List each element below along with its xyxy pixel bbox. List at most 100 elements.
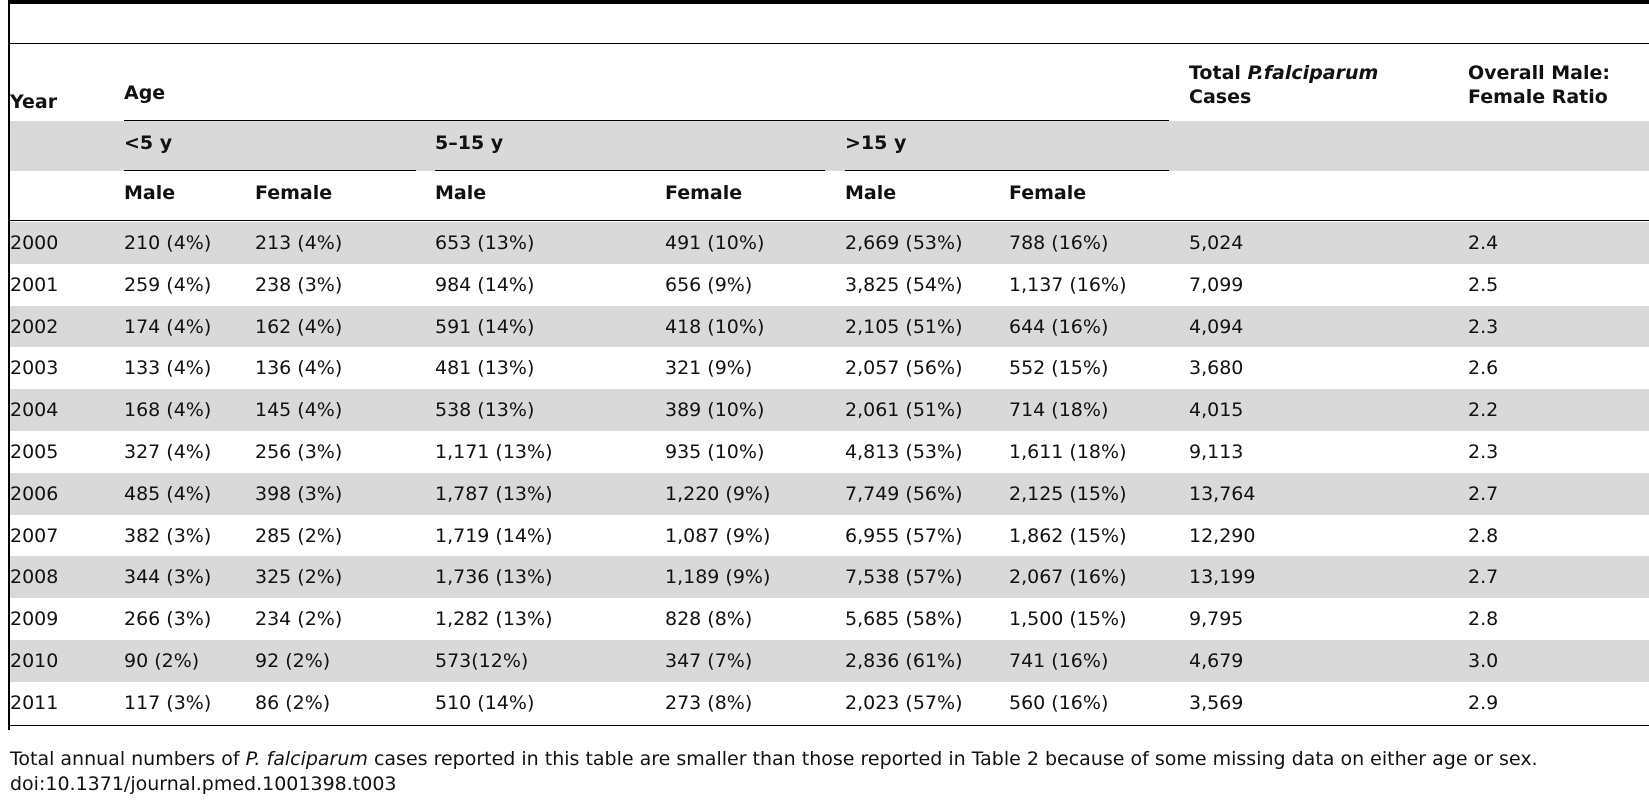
header-sex-male-under5: Male — [124, 182, 176, 204]
cell-male-under5: 174 (4%) — [124, 315, 212, 338]
cell-male-under5: 344 (3%) — [124, 566, 212, 589]
cell-female-over15: 1,611 (18%) — [1009, 441, 1127, 463]
cell-female-5to15: 828 (8%) — [665, 608, 753, 631]
cell-male-over15: 4,813 (53%) — [845, 441, 963, 463]
cell-male-over15: 2,836 (61%) — [845, 650, 963, 672]
cell-female-under5: 238 (3%) — [255, 273, 343, 296]
header-ratio-line2: Female Ratio — [1468, 86, 1608, 108]
footnote-post: cases reported in this table are smaller… — [367, 748, 1538, 770]
cell-male-over15: 2,105 (51%) — [845, 315, 963, 338]
cell-ratio: 2.3 — [1468, 315, 1499, 338]
header-sex-male-5to15: Male — [435, 182, 487, 204]
table-doi: doi:10.1371/journal.pmed.1001398.t003 — [10, 773, 397, 795]
cell-female-under5: 234 (2%) — [255, 608, 343, 631]
cell-female-under5: 213 (4%) — [255, 232, 343, 254]
cell-year: 2010 — [10, 650, 59, 672]
cell-female-5to15: 1,220 (9%) — [665, 482, 771, 505]
age-rule — [124, 120, 1169, 121]
cell-female-under5: 86 (2%) — [255, 691, 331, 714]
cell-female-under5: 398 (3%) — [255, 482, 343, 505]
header-total: Total P.falciparum Cases — [1189, 61, 1378, 109]
cell-male-under5: 485 (4%) — [124, 482, 212, 505]
cell-year: 2009 — [10, 608, 59, 631]
cell-female-over15: 552 (15%) — [1009, 357, 1109, 380]
cell-female-5to15: 418 (10%) — [665, 315, 765, 338]
cell-female-5to15: 273 (8%) — [665, 691, 753, 714]
cell-male-5to15: 984 (14%) — [435, 273, 535, 296]
cell-ratio: 2.2 — [1468, 399, 1499, 422]
header-group-over15: >15 y — [845, 132, 907, 154]
cell-total-cases: 3,680 — [1189, 357, 1244, 380]
header-ratio: Overall Male: Female Ratio — [1468, 61, 1610, 109]
cell-ratio: 2.7 — [1468, 566, 1499, 589]
cell-male-over15: 3,825 (54%) — [845, 273, 963, 296]
cell-male-under5: 382 (3%) — [124, 524, 212, 547]
cell-male-under5: 90 (2%) — [124, 650, 200, 672]
cell-year: 2006 — [10, 482, 59, 505]
group-rule-5to15 — [435, 170, 825, 171]
cell-total-cases: 4,015 — [1189, 399, 1244, 422]
cell-male-5to15: 481 (13%) — [435, 357, 535, 380]
header-sex-female-5to15: Female — [665, 182, 743, 204]
cell-total-cases: 9,113 — [1189, 441, 1244, 463]
cell-female-5to15: 491 (10%) — [665, 232, 765, 254]
header-ratio-line1: Overall Male: — [1468, 62, 1610, 84]
cell-female-under5: 285 (2%) — [255, 524, 343, 547]
subheader-shade — [10, 121, 1649, 171]
cell-total-cases: 3,569 — [1189, 691, 1244, 714]
table-row — [10, 556, 1649, 599]
cell-female-over15: 741 (16%) — [1009, 650, 1109, 672]
cell-male-5to15: 1,719 (14%) — [435, 524, 553, 547]
cell-male-5to15: 1,171 (13%) — [435, 441, 553, 463]
cell-total-cases: 5,024 — [1189, 232, 1244, 254]
cell-female-5to15: 656 (9%) — [665, 273, 753, 296]
cell-female-under5: 145 (4%) — [255, 399, 343, 422]
cell-ratio: 2.5 — [1468, 273, 1499, 296]
cell-year: 2004 — [10, 399, 59, 422]
table-footnote: Total annual numbers of P. falciparum ca… — [10, 747, 1538, 771]
header-group-under5: <5 y — [124, 132, 173, 154]
cell-male-over15: 5,685 (58%) — [845, 608, 963, 631]
table-row — [10, 222, 1649, 264]
cell-male-5to15: 1,736 (13%) — [435, 566, 553, 589]
cell-year: 2000 — [10, 232, 59, 254]
cell-ratio: 2.8 — [1468, 608, 1499, 631]
group-rule-over15 — [845, 170, 1169, 171]
cell-female-under5: 256 (3%) — [255, 441, 343, 463]
cell-female-over15: 2,125 (15%) — [1009, 482, 1127, 505]
cell-year: 2007 — [10, 524, 59, 547]
cell-female-over15: 1,862 (15%) — [1009, 524, 1127, 547]
cell-male-over15: 2,061 (51%) — [845, 399, 963, 422]
cell-female-over15: 644 (16%) — [1009, 315, 1109, 338]
cell-male-over15: 6,955 (57%) — [845, 524, 963, 547]
header-sex-female-under5: Female — [255, 182, 333, 204]
cell-female-under5: 162 (4%) — [255, 315, 343, 338]
cell-ratio: 2.4 — [1468, 232, 1499, 254]
cell-male-over15: 2,669 (53%) — [845, 232, 963, 254]
cell-year: 2011 — [10, 691, 59, 714]
header-sex-male-over15: Male — [845, 182, 897, 204]
cell-female-over15: 560 (16%) — [1009, 691, 1109, 714]
footnote-species: P. falciparum — [245, 748, 368, 770]
cell-total-cases: 13,199 — [1189, 566, 1256, 589]
group-rule-under5 — [124, 170, 416, 171]
cell-male-under5: 133 (4%) — [124, 357, 212, 380]
table-row — [10, 472, 1649, 515]
cell-total-cases: 7,099 — [1189, 273, 1244, 296]
cell-ratio: 2.6 — [1468, 357, 1499, 380]
cell-female-over15: 2,067 (16%) — [1009, 566, 1127, 589]
cell-ratio: 2.8 — [1468, 524, 1499, 547]
cell-male-over15: 2,023 (57%) — [845, 691, 963, 714]
footnote-pre: Total annual numbers of — [10, 748, 246, 770]
cell-year: 2003 — [10, 357, 59, 380]
header-age: Age — [124, 82, 166, 104]
table-row — [10, 640, 1649, 682]
table-row — [10, 305, 1649, 348]
header-total-cases: Cases — [1189, 86, 1252, 108]
cell-male-under5: 210 (4%) — [124, 232, 212, 254]
cell-year: 2005 — [10, 441, 59, 463]
cell-female-5to15: 321 (9%) — [665, 357, 753, 380]
cell-male-under5: 327 (4%) — [124, 441, 212, 463]
header-group-5to15: 5–15 y — [435, 132, 504, 154]
table-top-border — [8, 0, 1649, 4]
